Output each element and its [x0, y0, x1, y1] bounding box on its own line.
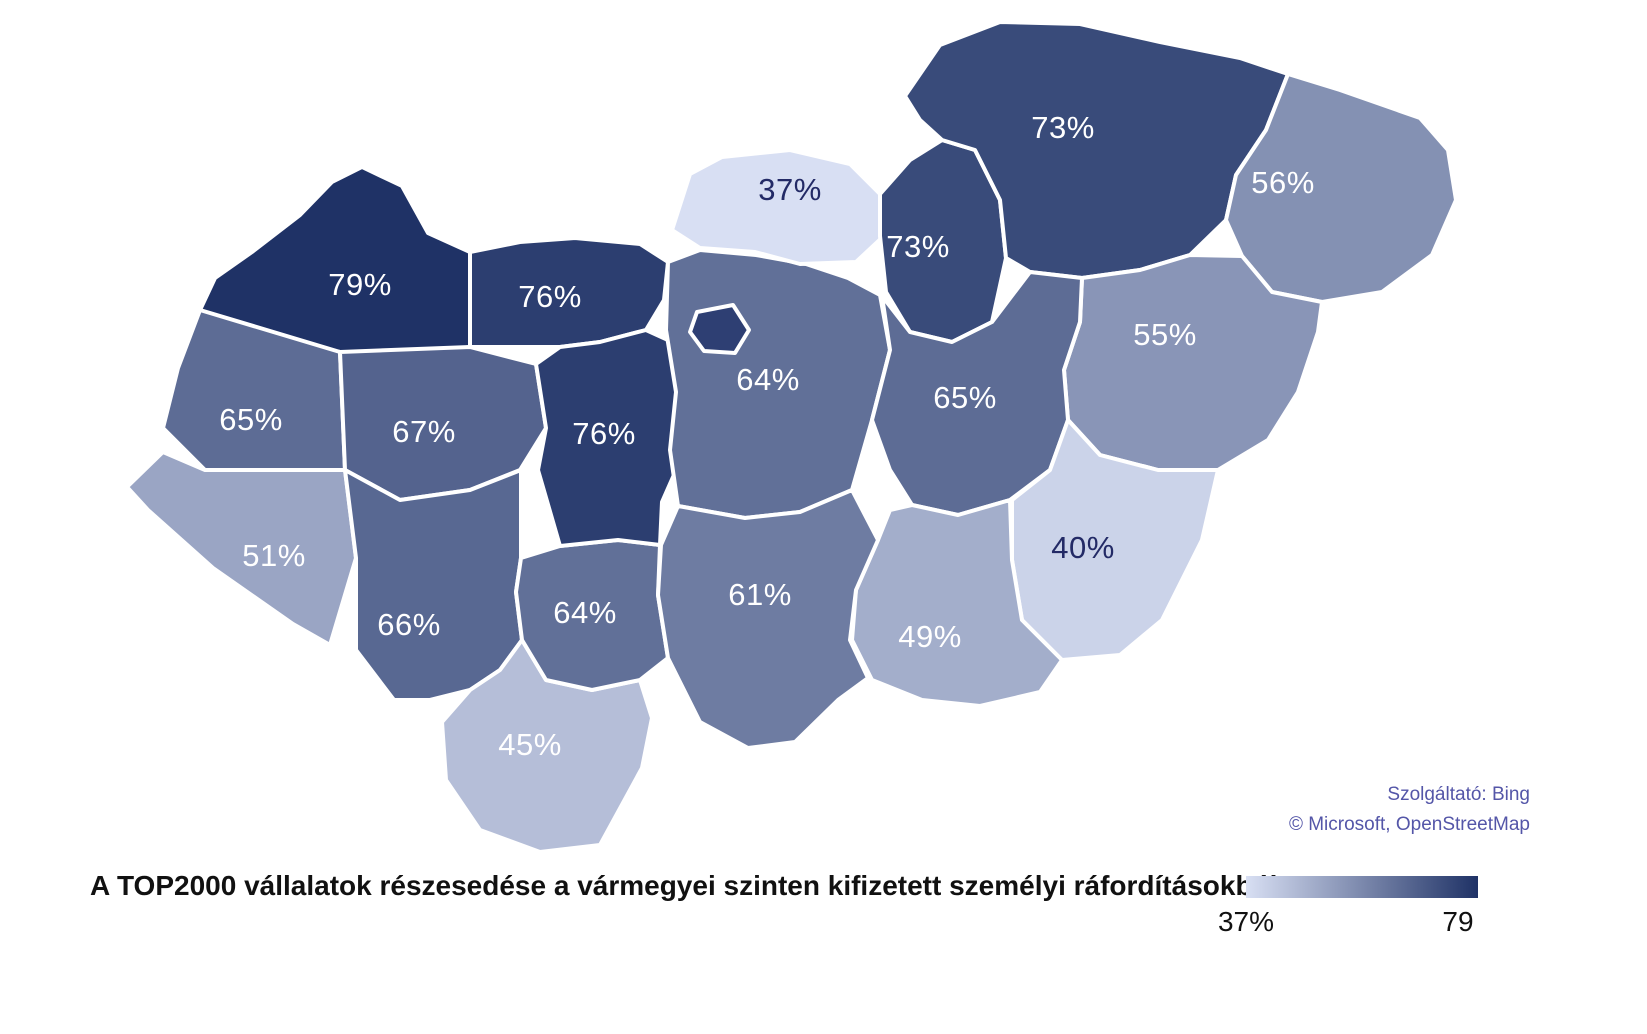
legend-gradient [1246, 876, 1478, 898]
region-veszprem-label: 67% [392, 414, 456, 449]
region-bekes-label: 40% [1051, 530, 1115, 565]
region-baranya-label: 45% [498, 727, 562, 762]
attribution-provider: Szolgáltató: Bing [1387, 784, 1530, 805]
region-hajdu-bihar-label: 55% [1133, 317, 1197, 352]
region-zala-label: 51% [242, 538, 306, 573]
attribution-copyright: © Microsoft, OpenStreetMap [1288, 814, 1530, 836]
chart-title: A TOP2000 vállalatok részesedése a várme… [90, 870, 1278, 901]
region-nograd-label: 37% [758, 172, 822, 207]
region-csongrad-csanad-label: 49% [898, 619, 962, 654]
region-jasz-nagykun-szolnok-label: 65% [933, 380, 997, 415]
map-attribution: Szolgáltató: Bing © Microsoft, OpenStree… [1289, 780, 1530, 841]
region-fejer-label: 76% [572, 416, 636, 451]
region-szabolcs-szatmar-bereg-label: 56% [1251, 165, 1315, 200]
region-heves-label: 73% [886, 229, 950, 264]
region-tolna-label: 64% [553, 595, 617, 630]
region-komarom-esztergom-shape [468, 236, 670, 349]
legend-max-label: 79 [1442, 906, 1474, 937]
region-borsod-abauj-zemplen-shape [903, 20, 1290, 280]
region-heves-shape [878, 138, 1008, 344]
region-bacs-kiskun-shape [656, 488, 880, 750]
region-pest-label: 64% [736, 362, 800, 397]
region-somogy-shape [343, 468, 524, 702]
region-bacs-kiskun-label: 61% [728, 577, 792, 612]
region-borsod-abauj-zemplen-label: 73% [1031, 110, 1095, 145]
region-szabolcs-szatmar-bereg-shape [1224, 72, 1458, 304]
legend-min-label: 37% [1217, 906, 1275, 937]
region-gyor-moson-sopron-label: 79% [328, 267, 392, 302]
region-komarom-esztergom-label: 76% [518, 279, 582, 314]
region-somogy-label: 66% [377, 607, 441, 642]
region-vas-label: 65% [219, 402, 283, 437]
region-budapest-shape [688, 303, 751, 355]
